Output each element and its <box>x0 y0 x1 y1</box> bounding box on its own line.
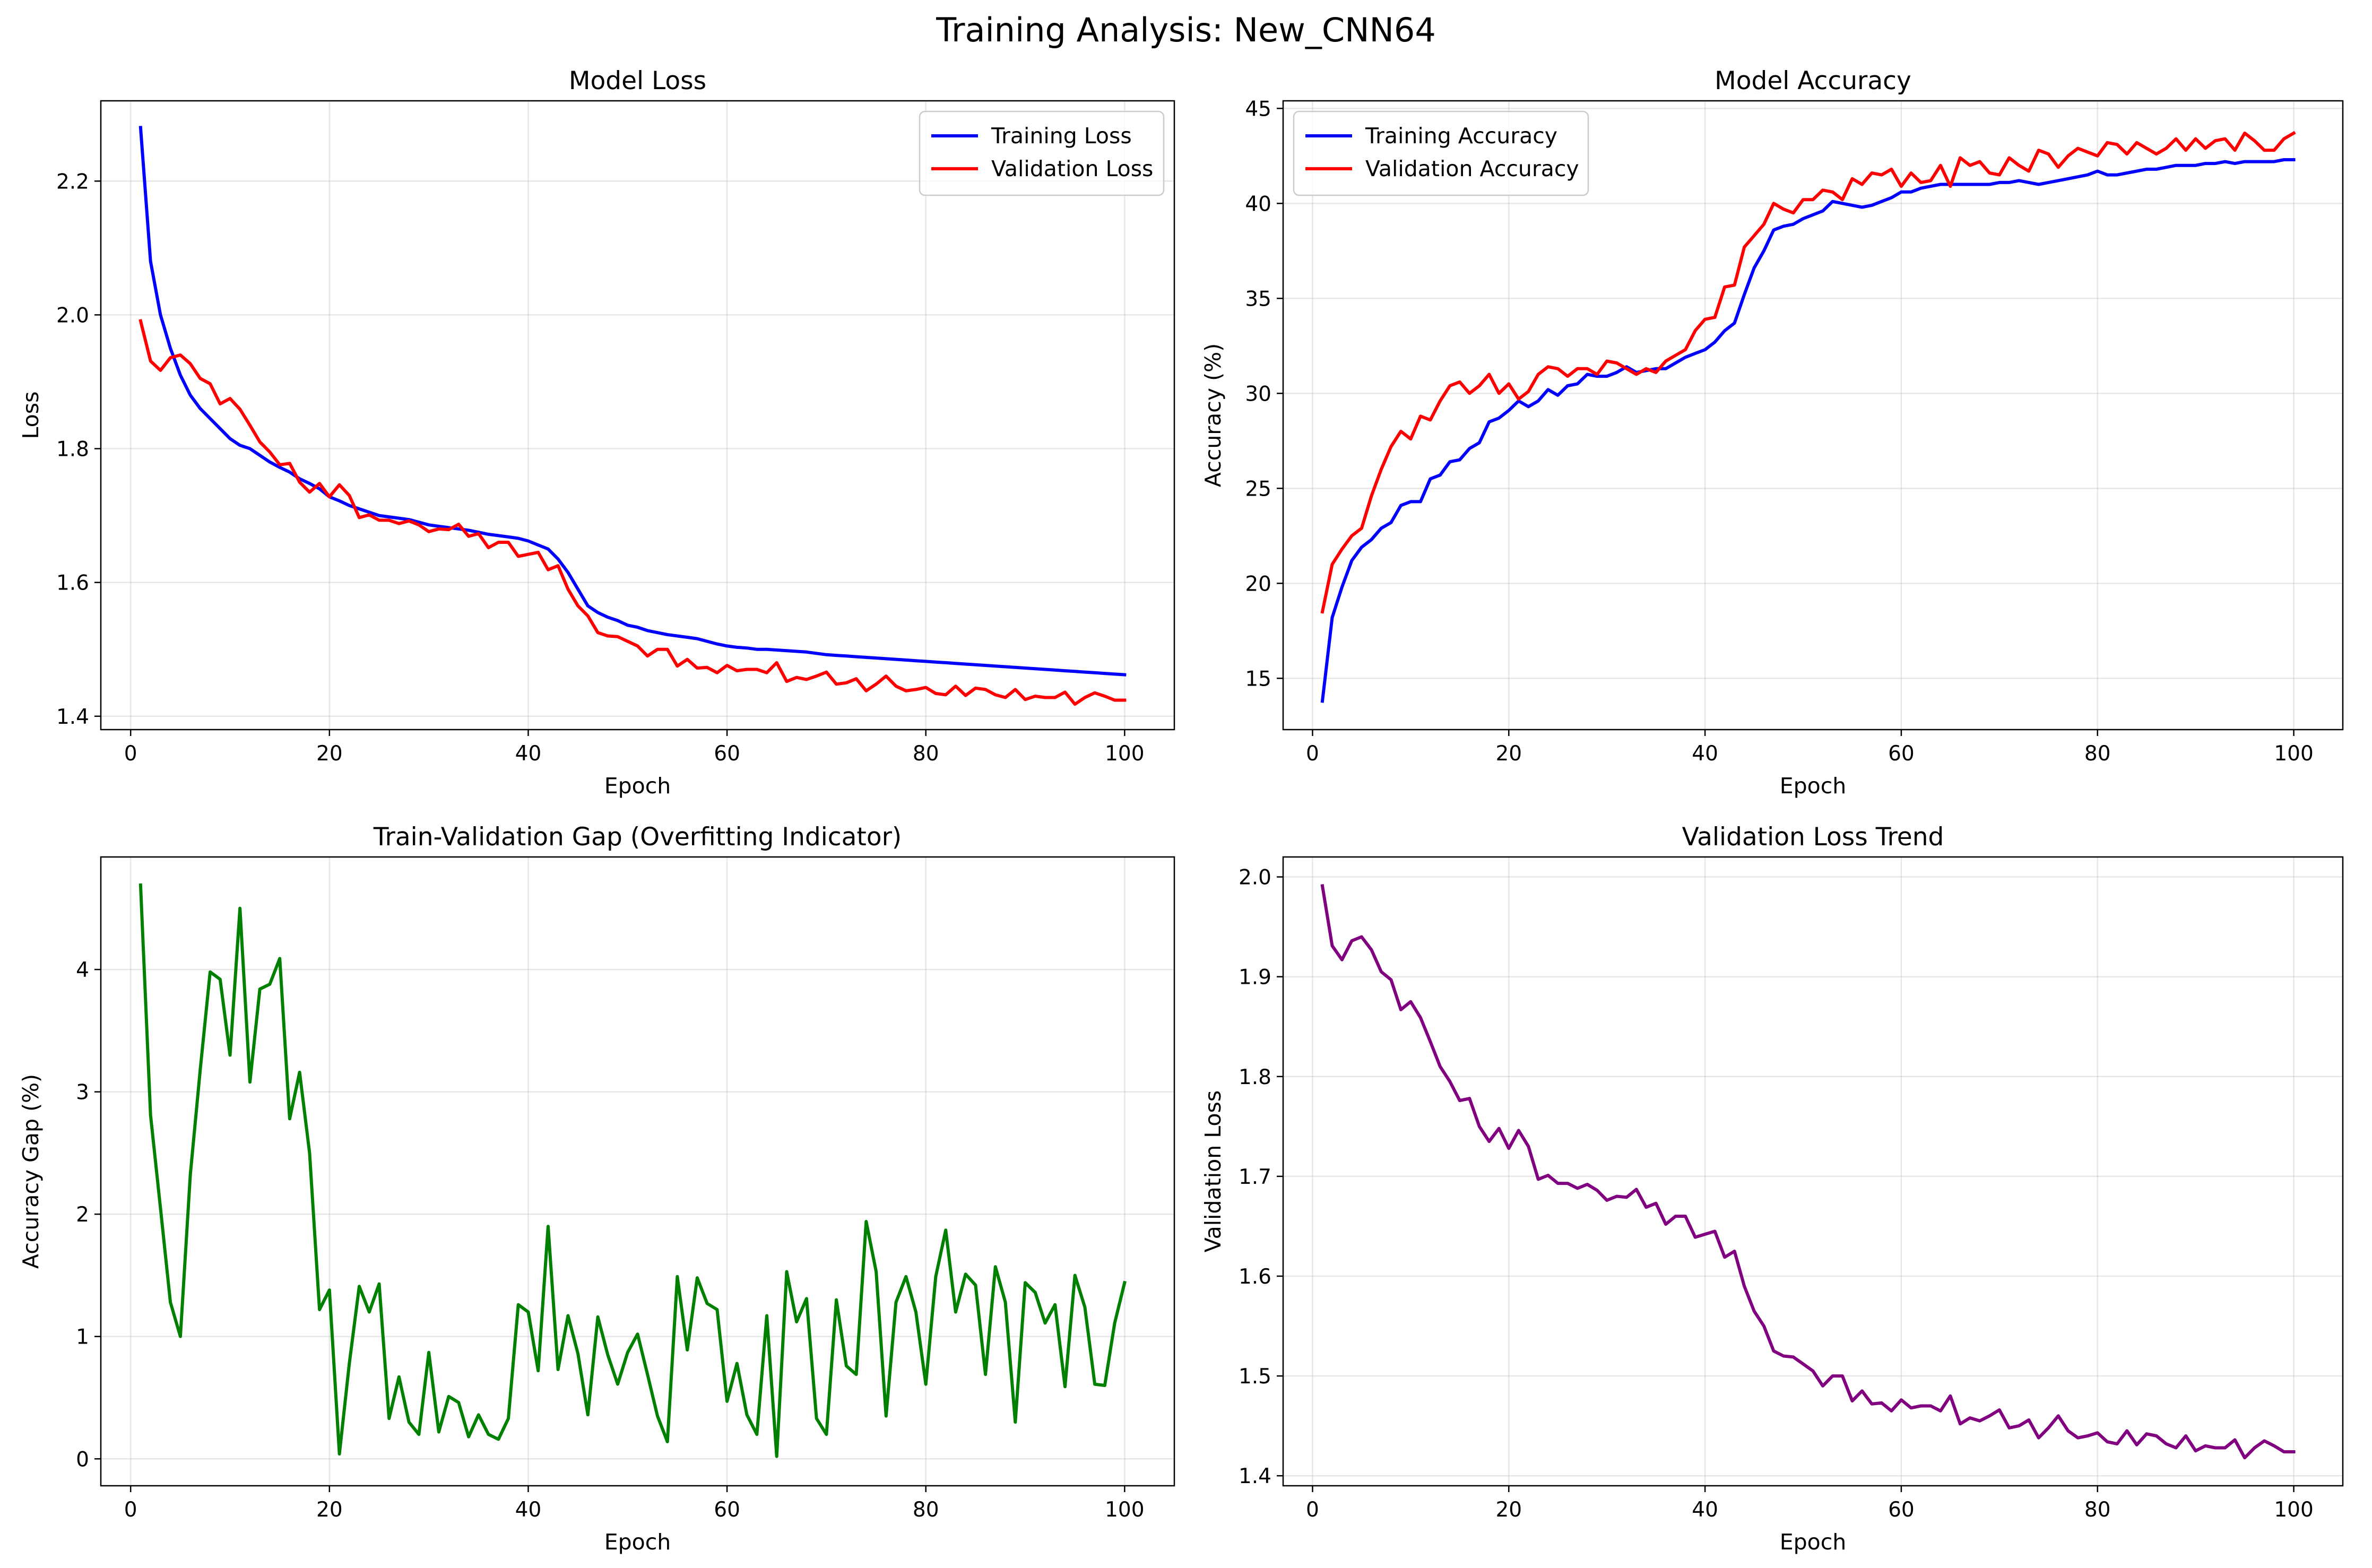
y-tick-label: 0 <box>76 1448 89 1471</box>
x-tick-label: 60 <box>714 1498 740 1522</box>
x-tick-label: 20 <box>1495 1498 1522 1522</box>
validation-loss-line <box>138 319 1127 706</box>
legend-label: Training Accuracy <box>1365 123 1557 149</box>
y-tick-label: 3 <box>76 1081 89 1105</box>
x-tick-label: 20 <box>1495 742 1522 766</box>
x-tick-label: 60 <box>1888 1498 1915 1522</box>
training-accuracy-line <box>1320 158 2296 703</box>
x-axis-label: Epoch <box>604 1529 671 1555</box>
y-tick-label: 2.0 <box>56 304 89 327</box>
gap-line <box>1320 884 2296 1460</box>
y-tick-label: 1.6 <box>1239 1265 1271 1289</box>
y-tick-label: 2.2 <box>56 170 89 194</box>
validation-accuracy-line <box>1320 131 2296 614</box>
chart-title: Model Loss <box>569 66 706 96</box>
x-tick-label: 100 <box>1105 742 1144 766</box>
x-tick-label: 0 <box>124 742 137 766</box>
legend-box <box>919 110 1165 196</box>
y-tick-label: 1.8 <box>1239 1065 1271 1089</box>
x-tick-label: 80 <box>913 742 939 766</box>
y-tick-label: 20 <box>1245 572 1271 596</box>
x-tick-label: 20 <box>316 742 343 766</box>
plot-area <box>1283 101 2343 730</box>
y-tick-label: 45 <box>1245 97 1271 121</box>
axes-frame <box>100 100 1175 731</box>
y-tick-label: 30 <box>1245 382 1271 406</box>
x-axis-label: Epoch <box>1780 1529 1847 1555</box>
y-tick-label: 1.9 <box>1239 966 1271 990</box>
y-axis-label: Loss <box>18 392 44 439</box>
x-tick-label: 60 <box>714 742 740 766</box>
y-tick-label: 1 <box>76 1326 89 1349</box>
figure-suptitle: Training Analysis: New_CNN64 <box>936 11 1436 49</box>
legend-label: Validation Accuracy <box>1365 156 1579 181</box>
y-axis-label: Accuracy (%) <box>1200 343 1226 487</box>
x-tick-label: 60 <box>1888 742 1915 766</box>
train-validation-gap-chart: 0 20 40 60 80 100 0 1 2 3 4 Train-Validation Gap (O… <box>18 822 1175 1555</box>
axes-frame <box>1282 100 2344 731</box>
x-axis-label: Epoch <box>604 773 671 799</box>
y-axis-label: Accuracy Gap (%) <box>18 1074 44 1269</box>
axes-frame <box>1282 856 2344 1487</box>
x-tick-label: 80 <box>2084 742 2111 766</box>
y-tick-label: 25 <box>1245 477 1271 501</box>
y-tick-label: 35 <box>1245 287 1271 311</box>
y-tick-label: 4 <box>76 958 89 982</box>
y-axis-label: Validation Loss <box>1200 1090 1226 1252</box>
y-tick-label: 1.5 <box>1239 1365 1271 1389</box>
chart-title: Model Accuracy <box>1715 66 1911 96</box>
x-tick-label: 40 <box>515 1498 542 1522</box>
gap-line <box>138 883 1127 1458</box>
x-tick-label: 100 <box>2274 742 2313 766</box>
y-tick-label: 1.4 <box>1239 1465 1271 1488</box>
y-tick-label: 15 <box>1245 667 1271 691</box>
x-tick-label: 40 <box>1692 742 1718 766</box>
x-tick-label: 100 <box>1105 1498 1144 1522</box>
y-tick-label: 1.7 <box>1239 1165 1271 1189</box>
axes-frame <box>100 856 1175 1487</box>
x-axis-label: Epoch <box>1780 773 1847 799</box>
chart-title: Train-Validation Gap (Overfitting Indica… <box>373 822 902 852</box>
plot-area <box>1283 857 2343 1486</box>
x-tick-label: 80 <box>2084 1498 2111 1522</box>
x-tick-label: 20 <box>316 1498 343 1522</box>
x-tick-label: 40 <box>515 742 542 766</box>
chart-title: Validation Loss Trend <box>1682 822 1944 852</box>
x-tick-label: 0 <box>1306 742 1319 766</box>
x-tick-label: 40 <box>1692 1498 1718 1522</box>
y-tick-label: 1.6 <box>56 571 89 595</box>
legend-label: Validation Loss <box>991 156 1153 181</box>
y-tick-label: 1.4 <box>56 705 89 729</box>
x-tick-label: 0 <box>124 1498 137 1522</box>
legend-label: Training Loss <box>991 123 1132 149</box>
y-tick-label: 1.8 <box>56 438 89 462</box>
model-accuracy-chart: 0 20 40 60 80 100 15 20 25 30 35 40 45 Model Accuracy… <box>1200 66 2344 799</box>
model-loss-chart: 0 20 40 60 80 100 1.4 1.6 1.8 2.0 2.2 Model Loss Epo… <box>18 66 1175 799</box>
x-tick-label: 100 <box>2274 1498 2313 1522</box>
validation-loss-trend-chart: 0 20 40 60 80 100 1.4 1.5 1.6 1.7 1.8 1.9 2.0 Validat… <box>1200 822 2344 1555</box>
training-loss-line <box>138 126 1127 677</box>
y-tick-label: 2.0 <box>1239 866 1271 890</box>
y-tick-label: 2 <box>76 1203 89 1227</box>
x-tick-label: 0 <box>1306 1498 1319 1522</box>
y-tick-label: 40 <box>1245 192 1271 216</box>
x-tick-label: 80 <box>913 1498 939 1522</box>
legend-box <box>1293 110 1589 196</box>
plot-area <box>101 101 1174 730</box>
